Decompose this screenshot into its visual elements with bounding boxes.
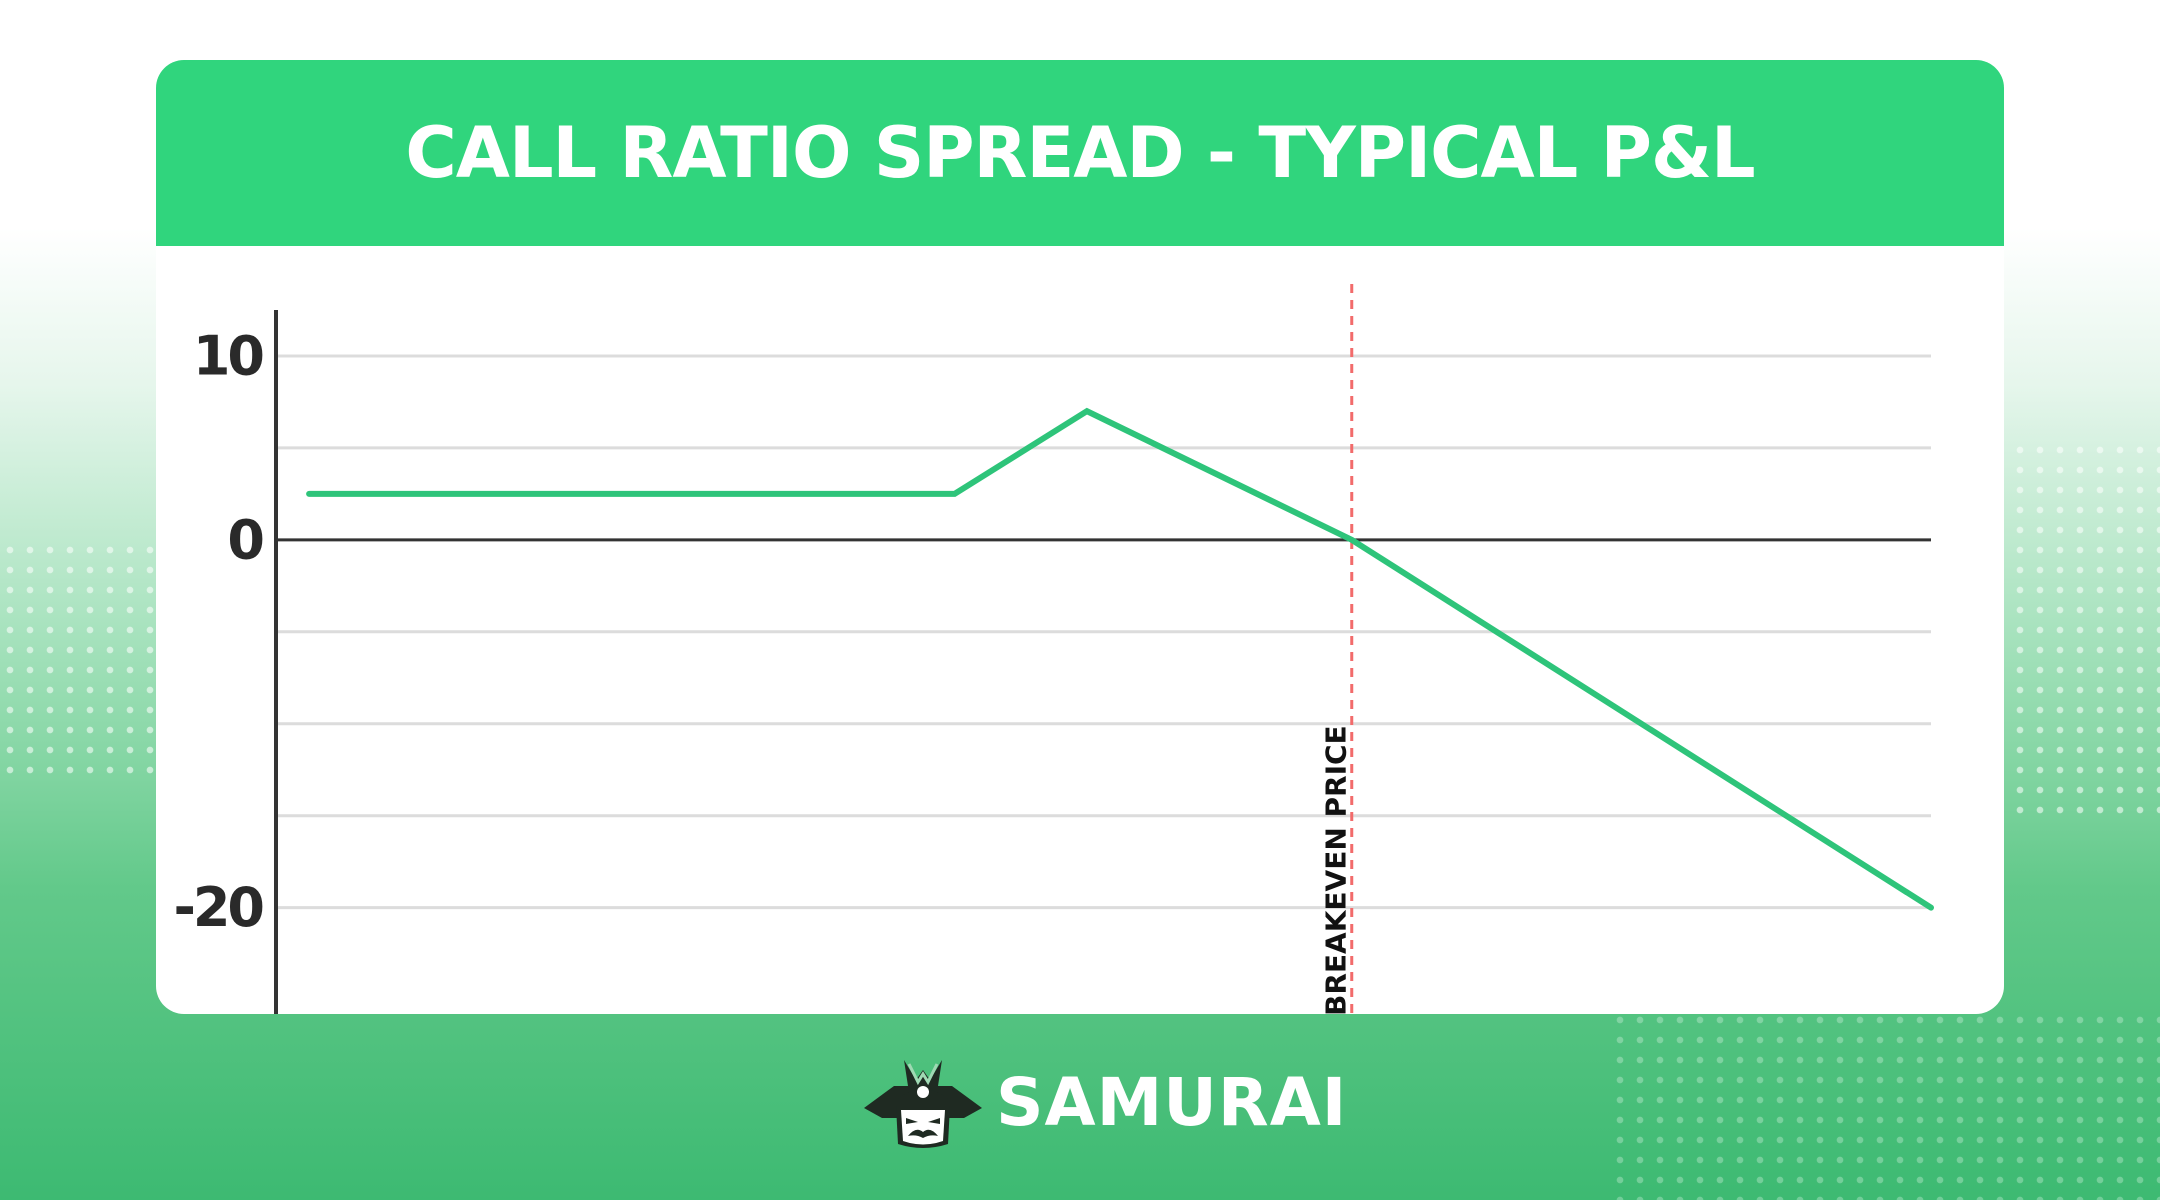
background-dot-pattern bbox=[1610, 1010, 2160, 1200]
brand-name: SAMURAI bbox=[996, 1063, 1348, 1141]
samurai-mascot-icon bbox=[864, 1060, 982, 1148]
chart-card: CALL RATIO SPREAD - TYPICAL P&L 10 0 -20 BR… bbox=[156, 60, 2004, 1014]
pl-series-line bbox=[306, 407, 1934, 911]
samurai-logo: SAMURAI bbox=[860, 1046, 1347, 1158]
breakeven-label: BREAKEVEN PRICE bbox=[1319, 725, 1352, 1014]
background-dot-pattern bbox=[2010, 440, 2160, 820]
y-tick-label: -20 bbox=[173, 876, 262, 939]
chart-title: CALL RATIO SPREAD - TYPICAL P&L bbox=[405, 112, 1755, 194]
pl-chart: 10 0 -20 BREAKEVEN PRICE bbox=[173, 284, 1934, 1014]
card-header: CALL RATIO SPREAD - TYPICAL P&L bbox=[156, 60, 2004, 246]
y-tick-label: 10 bbox=[193, 324, 263, 387]
y-tick-label: 0 bbox=[227, 508, 262, 571]
background-dot-pattern bbox=[0, 540, 160, 780]
